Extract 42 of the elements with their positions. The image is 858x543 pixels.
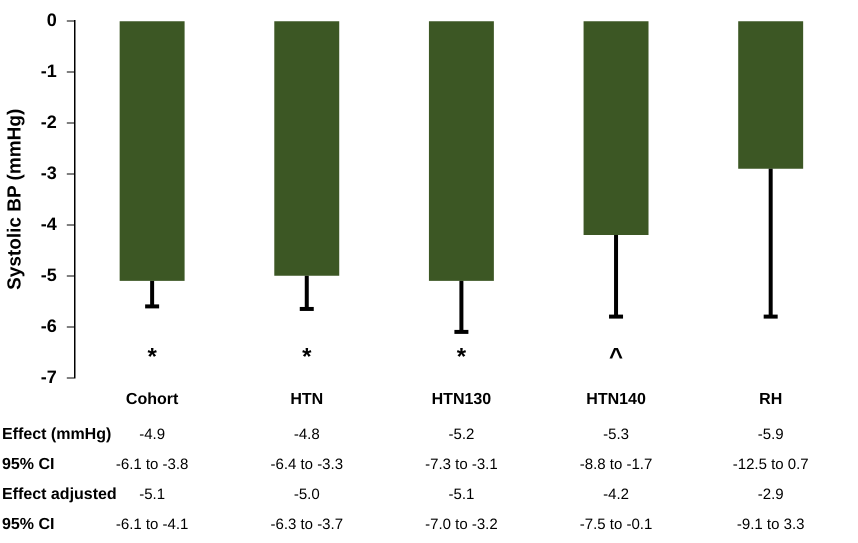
y-tick-label: -1 bbox=[40, 60, 57, 81]
text: -6.1 to -4.1 bbox=[116, 516, 188, 533]
x-tick-label: Cohort bbox=[126, 390, 180, 408]
text: -5.9 bbox=[758, 426, 784, 443]
text: -7.0 to -3.2 bbox=[425, 516, 498, 533]
text: 95% CI bbox=[2, 516, 54, 534]
text: -9.1 to 3.3 bbox=[736, 516, 804, 533]
x-tick-label: RH bbox=[759, 390, 782, 408]
text: -5.1 bbox=[448, 486, 474, 503]
x-tick-label: HTN140 bbox=[586, 390, 646, 408]
text: -8.8 to -1.7 bbox=[580, 456, 652, 473]
text: -12.5 to 0.7 bbox=[732, 456, 809, 473]
text: Effect (mmHg) bbox=[2, 426, 112, 444]
text: -5.2 bbox=[448, 426, 474, 443]
x-tick-label: HTN bbox=[290, 390, 324, 408]
y-tick-label: -7 bbox=[40, 366, 57, 387]
y-tick-label: -6 bbox=[40, 316, 57, 336]
text: -4.9 bbox=[139, 426, 166, 443]
text: -2.9 bbox=[758, 486, 784, 503]
y-tick-label: -4 bbox=[40, 214, 57, 234]
text: Effect adjusted bbox=[2, 486, 117, 504]
annotation: * bbox=[456, 343, 467, 370]
text: -5.3 bbox=[603, 426, 629, 443]
annotation: * bbox=[302, 343, 312, 370]
text: -6.4 to -3.3 bbox=[270, 456, 344, 473]
y-tick-label: -3 bbox=[40, 162, 57, 183]
y-axis-title: Systolic BP (mmHg) bbox=[4, 108, 26, 290]
annotation: ^ bbox=[609, 343, 624, 370]
text: -5.0 bbox=[294, 486, 320, 503]
text: -6.1 to -3.8 bbox=[116, 456, 188, 473]
y-tick-label: -2 bbox=[40, 112, 57, 132]
text: -4.2 bbox=[603, 486, 629, 503]
text: -6.3 to -3.7 bbox=[270, 516, 344, 533]
y-tick-label: -5 bbox=[40, 264, 57, 285]
text: -7.3 to -3.1 bbox=[425, 456, 498, 473]
text: 95% CI bbox=[2, 456, 54, 474]
x-tick-label: HTN130 bbox=[432, 390, 492, 408]
annotation: * bbox=[147, 343, 158, 370]
text: -4.8 bbox=[294, 426, 320, 443]
y-tick-label: 0 bbox=[46, 10, 57, 30]
text: -5.1 bbox=[139, 486, 166, 503]
text: -7.5 to -0.1 bbox=[580, 516, 652, 533]
